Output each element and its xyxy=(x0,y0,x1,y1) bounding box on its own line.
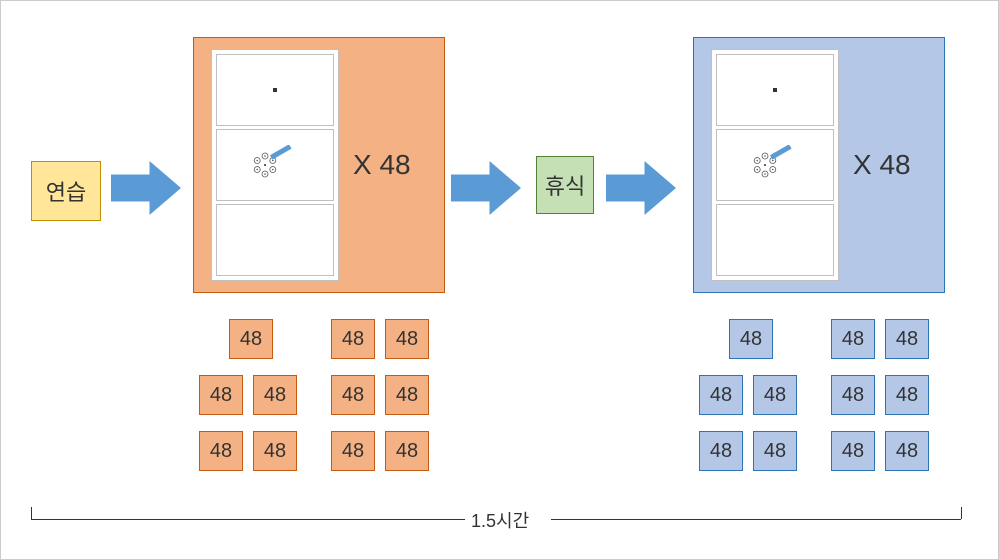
trial-box-2: 48 xyxy=(831,319,875,359)
trial-box-2: 48 xyxy=(885,319,929,359)
dimension-line xyxy=(551,519,961,520)
screen-fixation xyxy=(216,54,334,126)
trial-box-1: 48 xyxy=(385,375,429,415)
trial-box-1: 48 xyxy=(385,431,429,471)
fixation-dot xyxy=(273,88,277,92)
screen-stimulus xyxy=(716,129,834,201)
stimulus-icon xyxy=(245,145,305,185)
flow-arrow xyxy=(606,161,676,215)
dimension-line xyxy=(31,519,465,520)
flow-arrow xyxy=(451,161,521,215)
trial-box-2: 48 xyxy=(699,375,743,415)
trial-box-2: 48 xyxy=(885,375,929,415)
trial-box-1: 48 xyxy=(331,375,375,415)
practice-node: 연습 xyxy=(31,161,101,221)
flow-arrow xyxy=(111,161,181,215)
screen-stimulus xyxy=(216,129,334,201)
rest-node: 휴식 xyxy=(536,156,594,214)
trial-box-2: 48 xyxy=(885,431,929,471)
practice-label: 연습 xyxy=(46,175,86,207)
trial-box-1: 48 xyxy=(253,375,297,415)
multiplier-1: X 48 xyxy=(353,149,411,181)
stimulus-icon xyxy=(745,145,805,185)
screen-fixation xyxy=(716,54,834,126)
screen-blank xyxy=(716,204,834,276)
fixation-dot xyxy=(773,88,777,92)
trial-box-1: 48 xyxy=(331,431,375,471)
screens-stack-2 xyxy=(711,49,839,281)
dimension-tick-left xyxy=(31,507,32,519)
trial-box-2: 48 xyxy=(831,431,875,471)
screens-stack-1 xyxy=(211,49,339,281)
dimension-tick-right xyxy=(961,507,962,519)
screen-blank xyxy=(216,204,334,276)
trial-box-1: 48 xyxy=(331,319,375,359)
trial-box-2: 48 xyxy=(831,375,875,415)
trial-box-1: 48 xyxy=(229,319,273,359)
trial-box-1: 48 xyxy=(199,431,243,471)
trial-box-2: 48 xyxy=(753,375,797,415)
trial-box-2: 48 xyxy=(753,431,797,471)
duration-label: 1.5시간 xyxy=(471,507,529,533)
trial-box-1: 48 xyxy=(199,375,243,415)
rest-label: 휴식 xyxy=(545,169,585,201)
trial-box-2: 48 xyxy=(729,319,773,359)
trial-box-2: 48 xyxy=(699,431,743,471)
trial-box-1: 48 xyxy=(385,319,429,359)
trial-box-1: 48 xyxy=(253,431,297,471)
multiplier-2: X 48 xyxy=(853,149,911,181)
